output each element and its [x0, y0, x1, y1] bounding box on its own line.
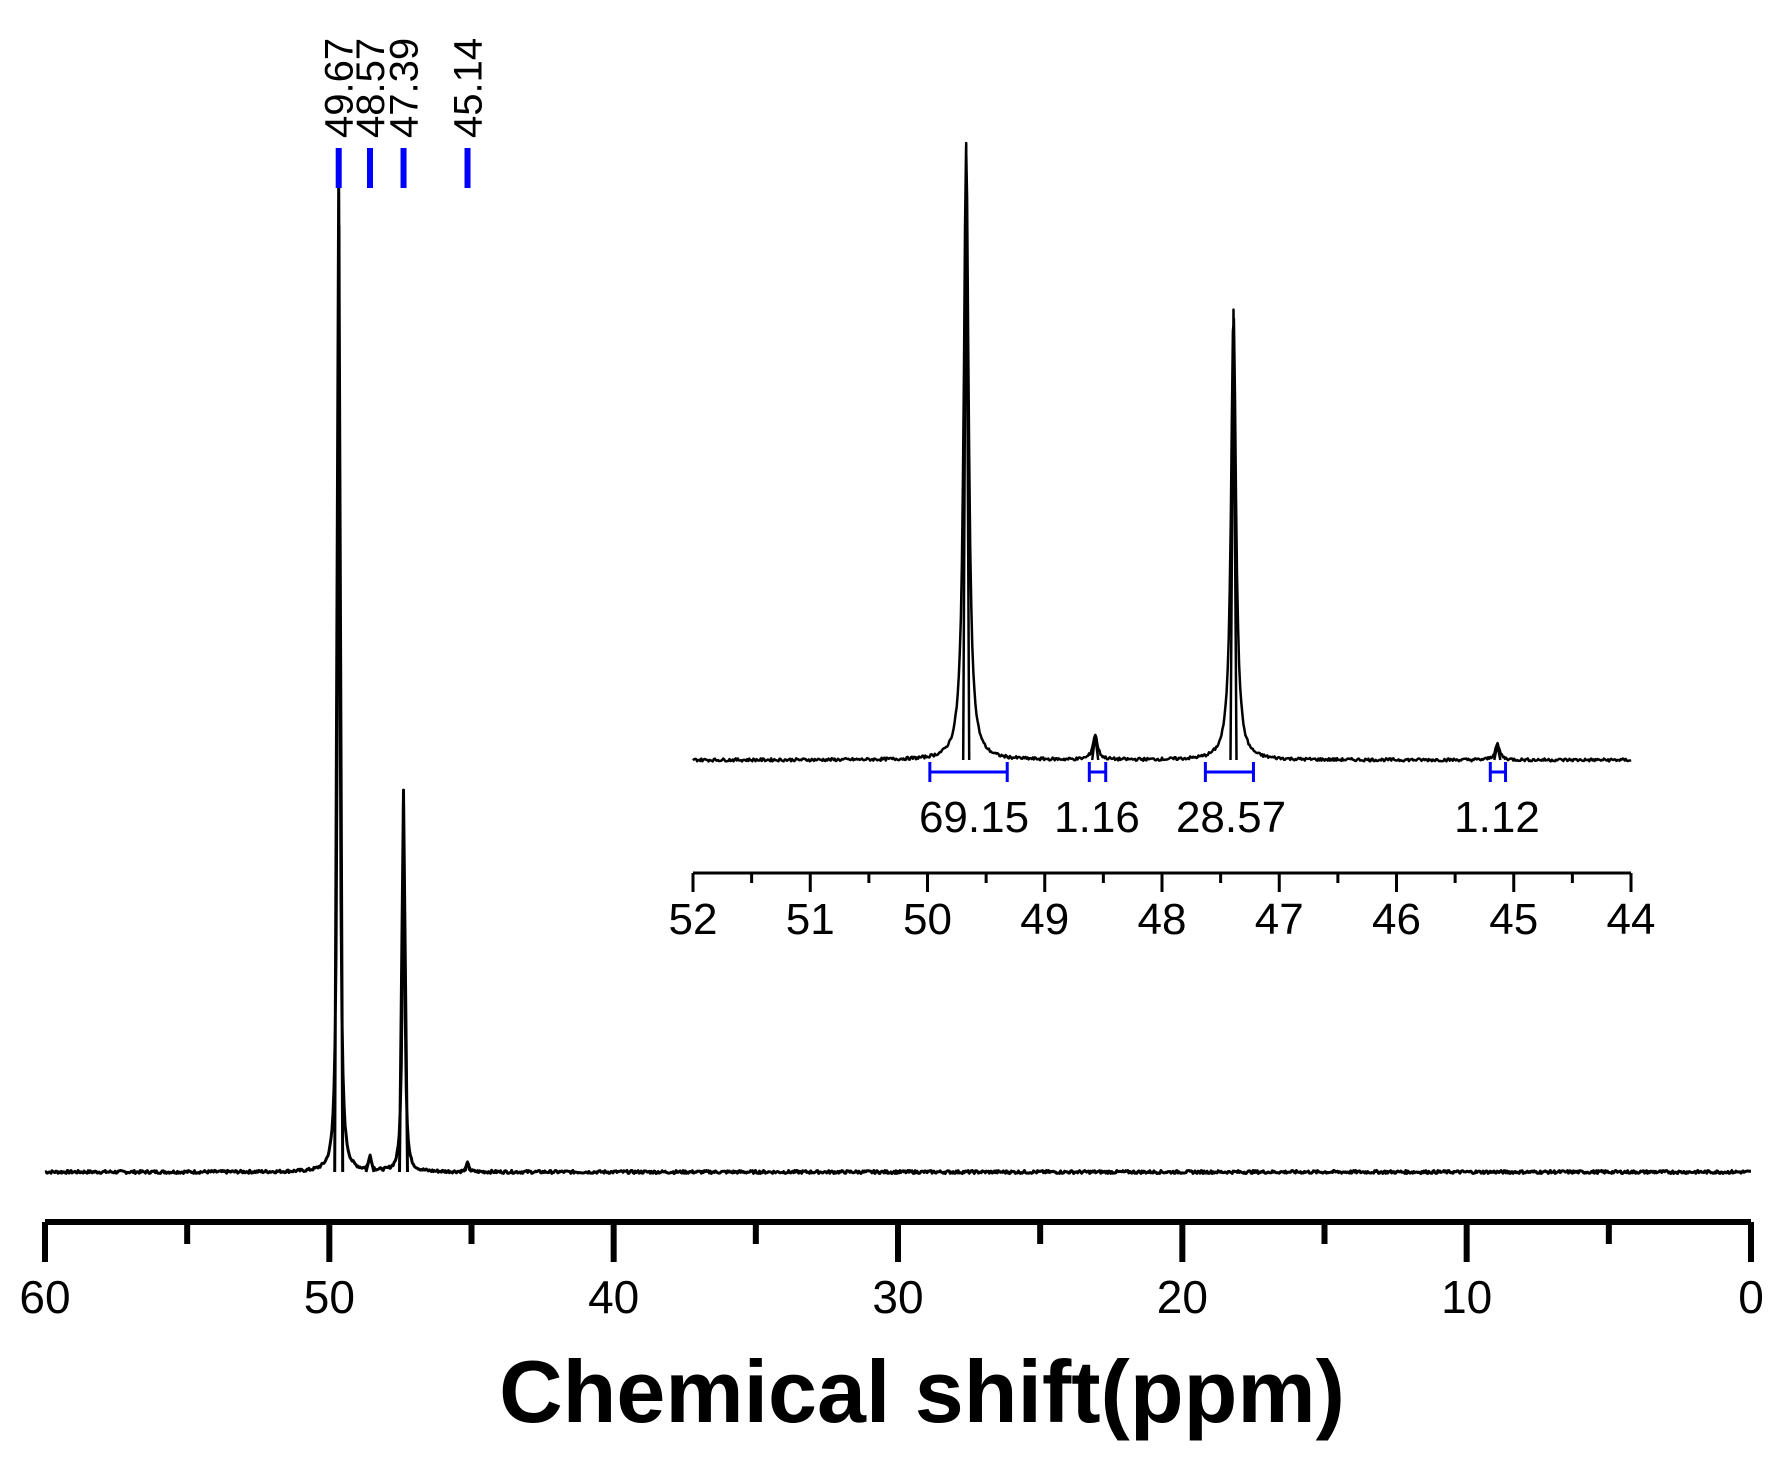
- inset-spectrum-line: [692, 141, 1632, 763]
- peak-label: 48.57: [349, 38, 393, 138]
- x-tick-label: 10: [1441, 1271, 1492, 1323]
- inset-x-tick-label: 49: [1020, 895, 1069, 944]
- inset-x-ticks: [691, 873, 1633, 892]
- integral-bracket: [1488, 762, 1508, 782]
- x-tick-label: 50: [304, 1271, 355, 1323]
- inset-x-tick-label: 45: [1489, 895, 1538, 944]
- integral-value: 69.15: [919, 793, 1029, 842]
- inset-x-tick-label: 52: [669, 895, 718, 944]
- inset-x-tick-label: 46: [1372, 895, 1421, 944]
- integral-value: 1.16: [1054, 793, 1140, 842]
- x-axis-title: Chemical shift(ppm): [499, 1342, 1345, 1441]
- inset-integral-brackets: [928, 762, 1508, 782]
- inset-x-tick-label: 48: [1138, 895, 1187, 944]
- integral-value: 28.57: [1176, 793, 1286, 842]
- main-x-tick-labels: 60 50 40 30 20 10 0: [19, 1271, 1763, 1323]
- integral-bracket: [1087, 762, 1108, 782]
- peak-label: 45.14: [447, 38, 491, 138]
- x-tick-label: 20: [1157, 1271, 1208, 1323]
- main-peak-markers: [335, 148, 471, 188]
- x-tick-label: 0: [1738, 1271, 1764, 1323]
- inset-x-tick-label: 51: [786, 895, 835, 944]
- x-tick-label: 30: [872, 1271, 923, 1323]
- peak-label: 47.39: [383, 38, 427, 138]
- x-tick-label: 60: [19, 1271, 70, 1323]
- inset-x-tick-label: 47: [1255, 895, 1304, 944]
- integral-bracket: [1203, 762, 1255, 782]
- x-tick-label: 40: [588, 1271, 639, 1323]
- main-spectrum-line: [44, 178, 1752, 1175]
- inset-x-tick-label: 44: [1607, 895, 1656, 944]
- peak-label: 49.67: [318, 38, 362, 138]
- main-x-ticks: [42, 1222, 1754, 1262]
- integral-bracket: [928, 762, 1009, 782]
- inset-x-tick-label: 50: [903, 895, 952, 944]
- inset-chart: 69.15 1.16 28.57 1.12 52 51 50 49 48 47 46 45 44: [669, 141, 1656, 944]
- inset-x-tick-labels: 52 51 50 49 48 47 46 45 44: [669, 895, 1656, 944]
- inset-integral-labels: 69.15 1.16 28.57 1.12: [919, 793, 1540, 842]
- integral-value: 1.12: [1454, 793, 1540, 842]
